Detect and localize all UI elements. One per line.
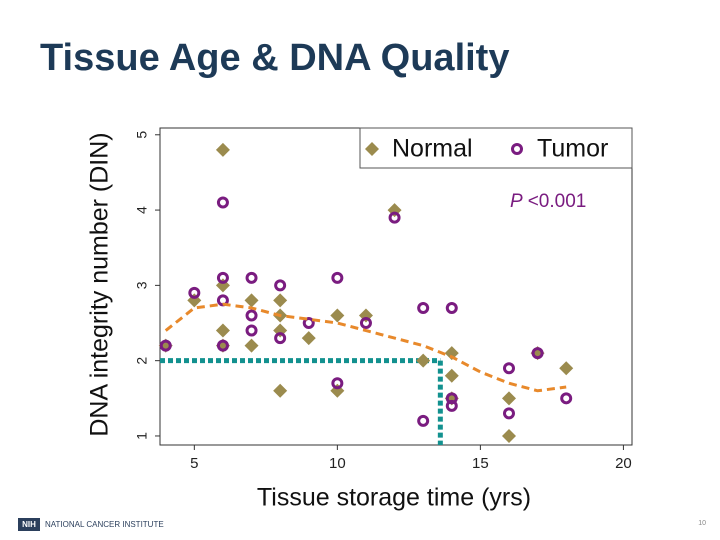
- point-normal: [273, 383, 288, 398]
- y-tick-label: 4: [134, 206, 150, 214]
- x-tick-label: 5: [190, 455, 198, 472]
- point-tumor: [560, 392, 573, 405]
- point-tumor: [417, 414, 430, 427]
- x-axis-label: Tissue storage time (yrs): [257, 484, 531, 512]
- logo: NIH: [22, 520, 36, 529]
- point-tumor: [531, 347, 544, 360]
- y-tick-label: 2: [134, 357, 150, 365]
- point-normal: [444, 368, 459, 383]
- legend-marker: [365, 142, 379, 156]
- y-tick-label: 3: [134, 281, 150, 289]
- y-tick-label: 1: [134, 432, 150, 440]
- point-tumor: [445, 392, 458, 405]
- point-tumor: [245, 309, 258, 322]
- point-tumor: [388, 211, 401, 224]
- point-normal: [501, 428, 516, 443]
- x-tick-label: 20: [615, 455, 632, 472]
- point-tumor: [302, 317, 315, 330]
- legend-label: Normal: [392, 135, 473, 163]
- legend-label: Tumor: [537, 135, 608, 163]
- point-normal: [416, 353, 431, 368]
- point-tumor: [245, 271, 258, 284]
- footer: NATIONAL CANCER INSTITUTE: [45, 520, 164, 529]
- point-tumor: [274, 332, 287, 345]
- point-normal: [301, 331, 316, 346]
- point-tumor: [445, 301, 458, 314]
- page-number: 10: [698, 520, 706, 527]
- trend-line: [164, 302, 567, 393]
- point-normal: [244, 293, 259, 308]
- annotation: P <0.001: [510, 191, 586, 212]
- point-normal: [444, 346, 459, 361]
- point-tumor: [216, 271, 229, 284]
- point-tumor: [216, 339, 229, 352]
- point-tumor: [417, 301, 430, 314]
- point-tumor: [502, 362, 515, 375]
- point-tumor: [359, 317, 372, 330]
- y-axis-label: DNA integrity number (DIN): [86, 132, 114, 436]
- point-normal: [330, 308, 345, 323]
- point-tumor: [159, 339, 172, 352]
- point-tumor: [188, 286, 201, 299]
- point-tumor: [274, 279, 287, 292]
- logo-box: [18, 518, 40, 531]
- legend-marker: [511, 143, 523, 155]
- point-tumor: [331, 377, 344, 390]
- point-tumor: [216, 196, 229, 209]
- point-tumor: [502, 407, 515, 420]
- legend-box: [359, 127, 633, 169]
- point-normal: [559, 361, 574, 376]
- annotation-symbol: P: [510, 191, 523, 212]
- x-tick-label: 15: [472, 455, 489, 472]
- point-normal: [244, 338, 259, 353]
- x-tick-label: 10: [329, 455, 346, 472]
- point-tumor: [245, 324, 258, 337]
- point-normal: [501, 391, 516, 406]
- point-normal: [215, 142, 230, 157]
- point-normal: [273, 293, 288, 308]
- point-normal: [215, 323, 230, 338]
- point-tumor: [331, 271, 344, 284]
- annotation-text: <0.001: [528, 191, 587, 212]
- y-tick-label: 5: [134, 131, 150, 139]
- slide-title: Tissue Age & DNA Quality: [40, 37, 509, 79]
